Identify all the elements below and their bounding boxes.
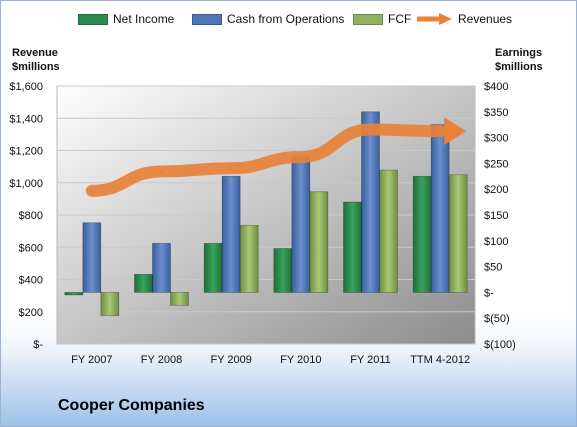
x-tick-label: FY 2008 xyxy=(141,354,182,366)
right-axis-title: Earnings $millions xyxy=(495,46,543,74)
right-axis-title-line1: Earnings xyxy=(495,47,543,59)
left-tick-label: $1,400 xyxy=(9,113,43,125)
right-tick-label: $350 xyxy=(484,107,508,119)
legend-item-cash-from-operations: Cash from Operations xyxy=(192,8,344,30)
legend-label-net-income: Net Income xyxy=(113,12,175,26)
left-tick-label: $1,000 xyxy=(9,178,43,190)
left-tick-label: $800 xyxy=(19,210,43,222)
bar-net-income xyxy=(134,273,153,293)
left-tick-label: $400 xyxy=(19,275,43,287)
left-tick-label: $200 xyxy=(19,307,43,319)
right-tick-label: $50 xyxy=(484,262,502,274)
right-tick-label: $400 xyxy=(484,81,508,93)
company-name: Cooper Companies xyxy=(58,397,205,414)
legend-item-fcf: FCF xyxy=(353,8,411,30)
legend-swatch-cash-from-operations xyxy=(192,13,222,25)
right-tick-label: $(50) xyxy=(484,313,510,325)
x-tick-label: FY 2009 xyxy=(210,354,251,366)
right-tick-label: $200 xyxy=(484,184,508,196)
left-tick-label: $1,200 xyxy=(9,146,43,158)
legend-arrow-icon xyxy=(417,13,452,25)
bar-fcf xyxy=(448,174,468,293)
left-axis-title-line1: Revenue xyxy=(12,47,58,59)
revenue-point xyxy=(229,166,233,170)
right-tick-label: $(100) xyxy=(484,339,516,351)
right-tick-label: $- xyxy=(484,287,494,299)
bar-cash-from-operations xyxy=(430,124,450,293)
x-tick-label: FY 2007 xyxy=(71,354,112,366)
revenue-line xyxy=(85,123,447,197)
bar-cash-from-operations xyxy=(221,175,241,293)
right-tick-label: $250 xyxy=(484,158,508,170)
legend-label-cash-from-operations: Cash from Operations xyxy=(227,12,345,26)
bar-net-income xyxy=(64,292,84,296)
legend-item-revenues: Revenues xyxy=(417,8,512,30)
revenue-point xyxy=(438,129,442,133)
revenue-point xyxy=(369,128,372,132)
bar-fcf xyxy=(239,224,259,293)
bar-fcf xyxy=(100,292,120,316)
left-axis-title: Revenue $millions xyxy=(12,46,60,74)
revenue-point xyxy=(299,155,303,159)
left-tick-label: $1,600 xyxy=(9,81,43,93)
x-tick-label: FY 2011 xyxy=(350,354,391,366)
bar-cash-from-operations xyxy=(361,111,380,293)
revenue-point xyxy=(160,169,163,173)
right-tick-label: $300 xyxy=(484,133,508,145)
bar-fcf xyxy=(309,191,329,293)
legend-label-revenues: Revenues xyxy=(458,12,513,26)
bar-cash-from-operations xyxy=(82,222,102,293)
bar-cash-from-operations xyxy=(291,155,311,293)
left-axis-title-line2: $millions xyxy=(12,61,60,73)
left-tick-label: $- xyxy=(33,339,43,351)
legend-item-net-income: Net Income xyxy=(78,8,174,30)
bar-net-income xyxy=(343,201,362,293)
x-tick-label: TTM 4-2012 xyxy=(410,354,470,366)
legend-swatch-fcf xyxy=(353,13,383,25)
bar-net-income xyxy=(273,248,293,293)
right-tick-label: $150 xyxy=(484,210,508,222)
legend-label-fcf: FCF xyxy=(388,12,412,26)
bar-fcf xyxy=(170,292,189,306)
revenue-arrowhead xyxy=(444,117,467,146)
bar-net-income xyxy=(203,243,223,293)
revenue-point xyxy=(90,189,94,193)
left-tick-label: $600 xyxy=(19,242,43,254)
bar-fcf xyxy=(379,169,398,293)
x-tick-label: FY 2010 xyxy=(280,354,321,366)
chart-legend: Net Income Cash from Operations FCF Reve… xyxy=(0,8,577,30)
right-tick-label: $100 xyxy=(484,236,508,248)
bar-cash-from-operations xyxy=(152,243,171,293)
legend-swatch-net-income xyxy=(78,13,108,25)
bar-net-income xyxy=(412,175,432,293)
right-axis-title-line2: $millions xyxy=(495,61,543,73)
